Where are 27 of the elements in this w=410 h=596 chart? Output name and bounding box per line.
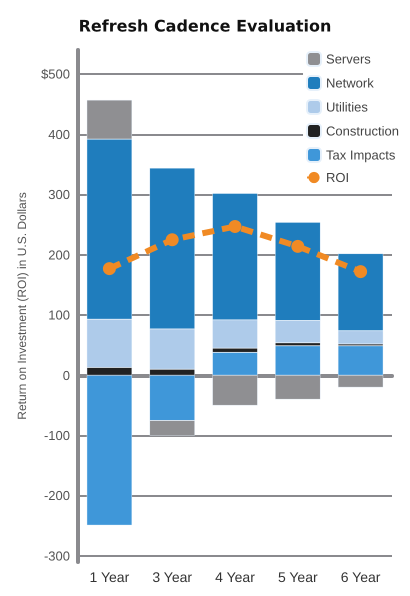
y-tick-label: -300 [44, 548, 70, 564]
y-tick-label: -100 [44, 428, 70, 444]
x-tick-label: 5 Year [278, 569, 318, 585]
y-tick-label: 0 [62, 368, 70, 383]
x-tick-label: 6 Year [340, 569, 381, 585]
x-tick-label: 3 Year [152, 569, 192, 585]
legend-label: Servers [326, 52, 372, 66]
legend-label: Network [326, 76, 374, 90]
point [228, 220, 242, 233]
legend-label: Utilities [326, 100, 368, 114]
y-tick-label: 100 [48, 308, 70, 323]
y-tick-label: -200 [44, 488, 70, 504]
legend-label: Construction [326, 124, 400, 138]
x-tick-label: 1 Year [90, 569, 130, 585]
point [102, 262, 116, 276]
point [291, 240, 304, 253]
x-tick-label: 4 Year [215, 569, 256, 585]
y-tick-label: $500 [41, 66, 70, 82]
y-tick-label: 200 [48, 247, 70, 262]
y-tick-label: 400 [48, 126, 70, 142]
chart-title: Refresh Cadence Evaluation [78, 16, 332, 36]
legend-label: ROI [326, 170, 350, 185]
legend-label: Tax Impacts [326, 148, 396, 162]
y-tick-label: 300 [48, 187, 70, 202]
point [354, 265, 368, 278]
y-axis-title: Return on Investment (ROI) in U.S. Dollars [15, 192, 29, 420]
point [166, 233, 179, 246]
